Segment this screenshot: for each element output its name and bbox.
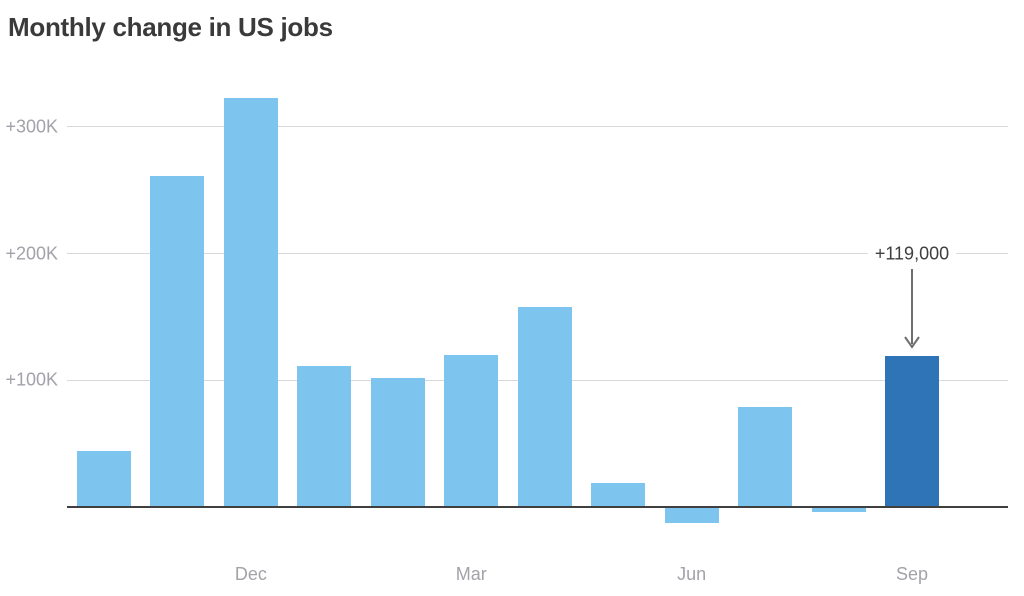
y-axis-tick-label: +300K xyxy=(5,116,58,137)
annotation-label: +119,000 xyxy=(867,242,957,266)
bar-nov xyxy=(150,176,205,507)
gridline xyxy=(67,253,1008,255)
bar-jan xyxy=(297,366,352,507)
y-axis-tick-label: +200K xyxy=(5,243,58,264)
x-axis-tick-label: Dec xyxy=(234,564,267,584)
bar-sep xyxy=(884,356,939,507)
bar-apr xyxy=(517,306,572,507)
x-axis-tick-label: Jun xyxy=(677,564,707,584)
bar-may xyxy=(591,482,646,507)
bar-jul xyxy=(738,406,793,507)
annotation-arrow-icon xyxy=(904,269,920,349)
x-axis-tick-label: Mar xyxy=(455,564,487,584)
bar-mar xyxy=(444,354,499,507)
x-axis-line xyxy=(67,506,1008,508)
chart-title: Monthly change in US jobs xyxy=(8,12,333,42)
bar-dec xyxy=(223,97,278,507)
gridline xyxy=(67,126,1008,128)
bar-feb xyxy=(370,377,425,507)
y-axis-tick-label: +100K xyxy=(5,369,58,390)
x-axis-tick-label: Sep xyxy=(895,564,928,584)
bar-oct xyxy=(77,451,131,507)
bar-aug xyxy=(811,507,866,513)
bar-jun xyxy=(664,507,719,524)
